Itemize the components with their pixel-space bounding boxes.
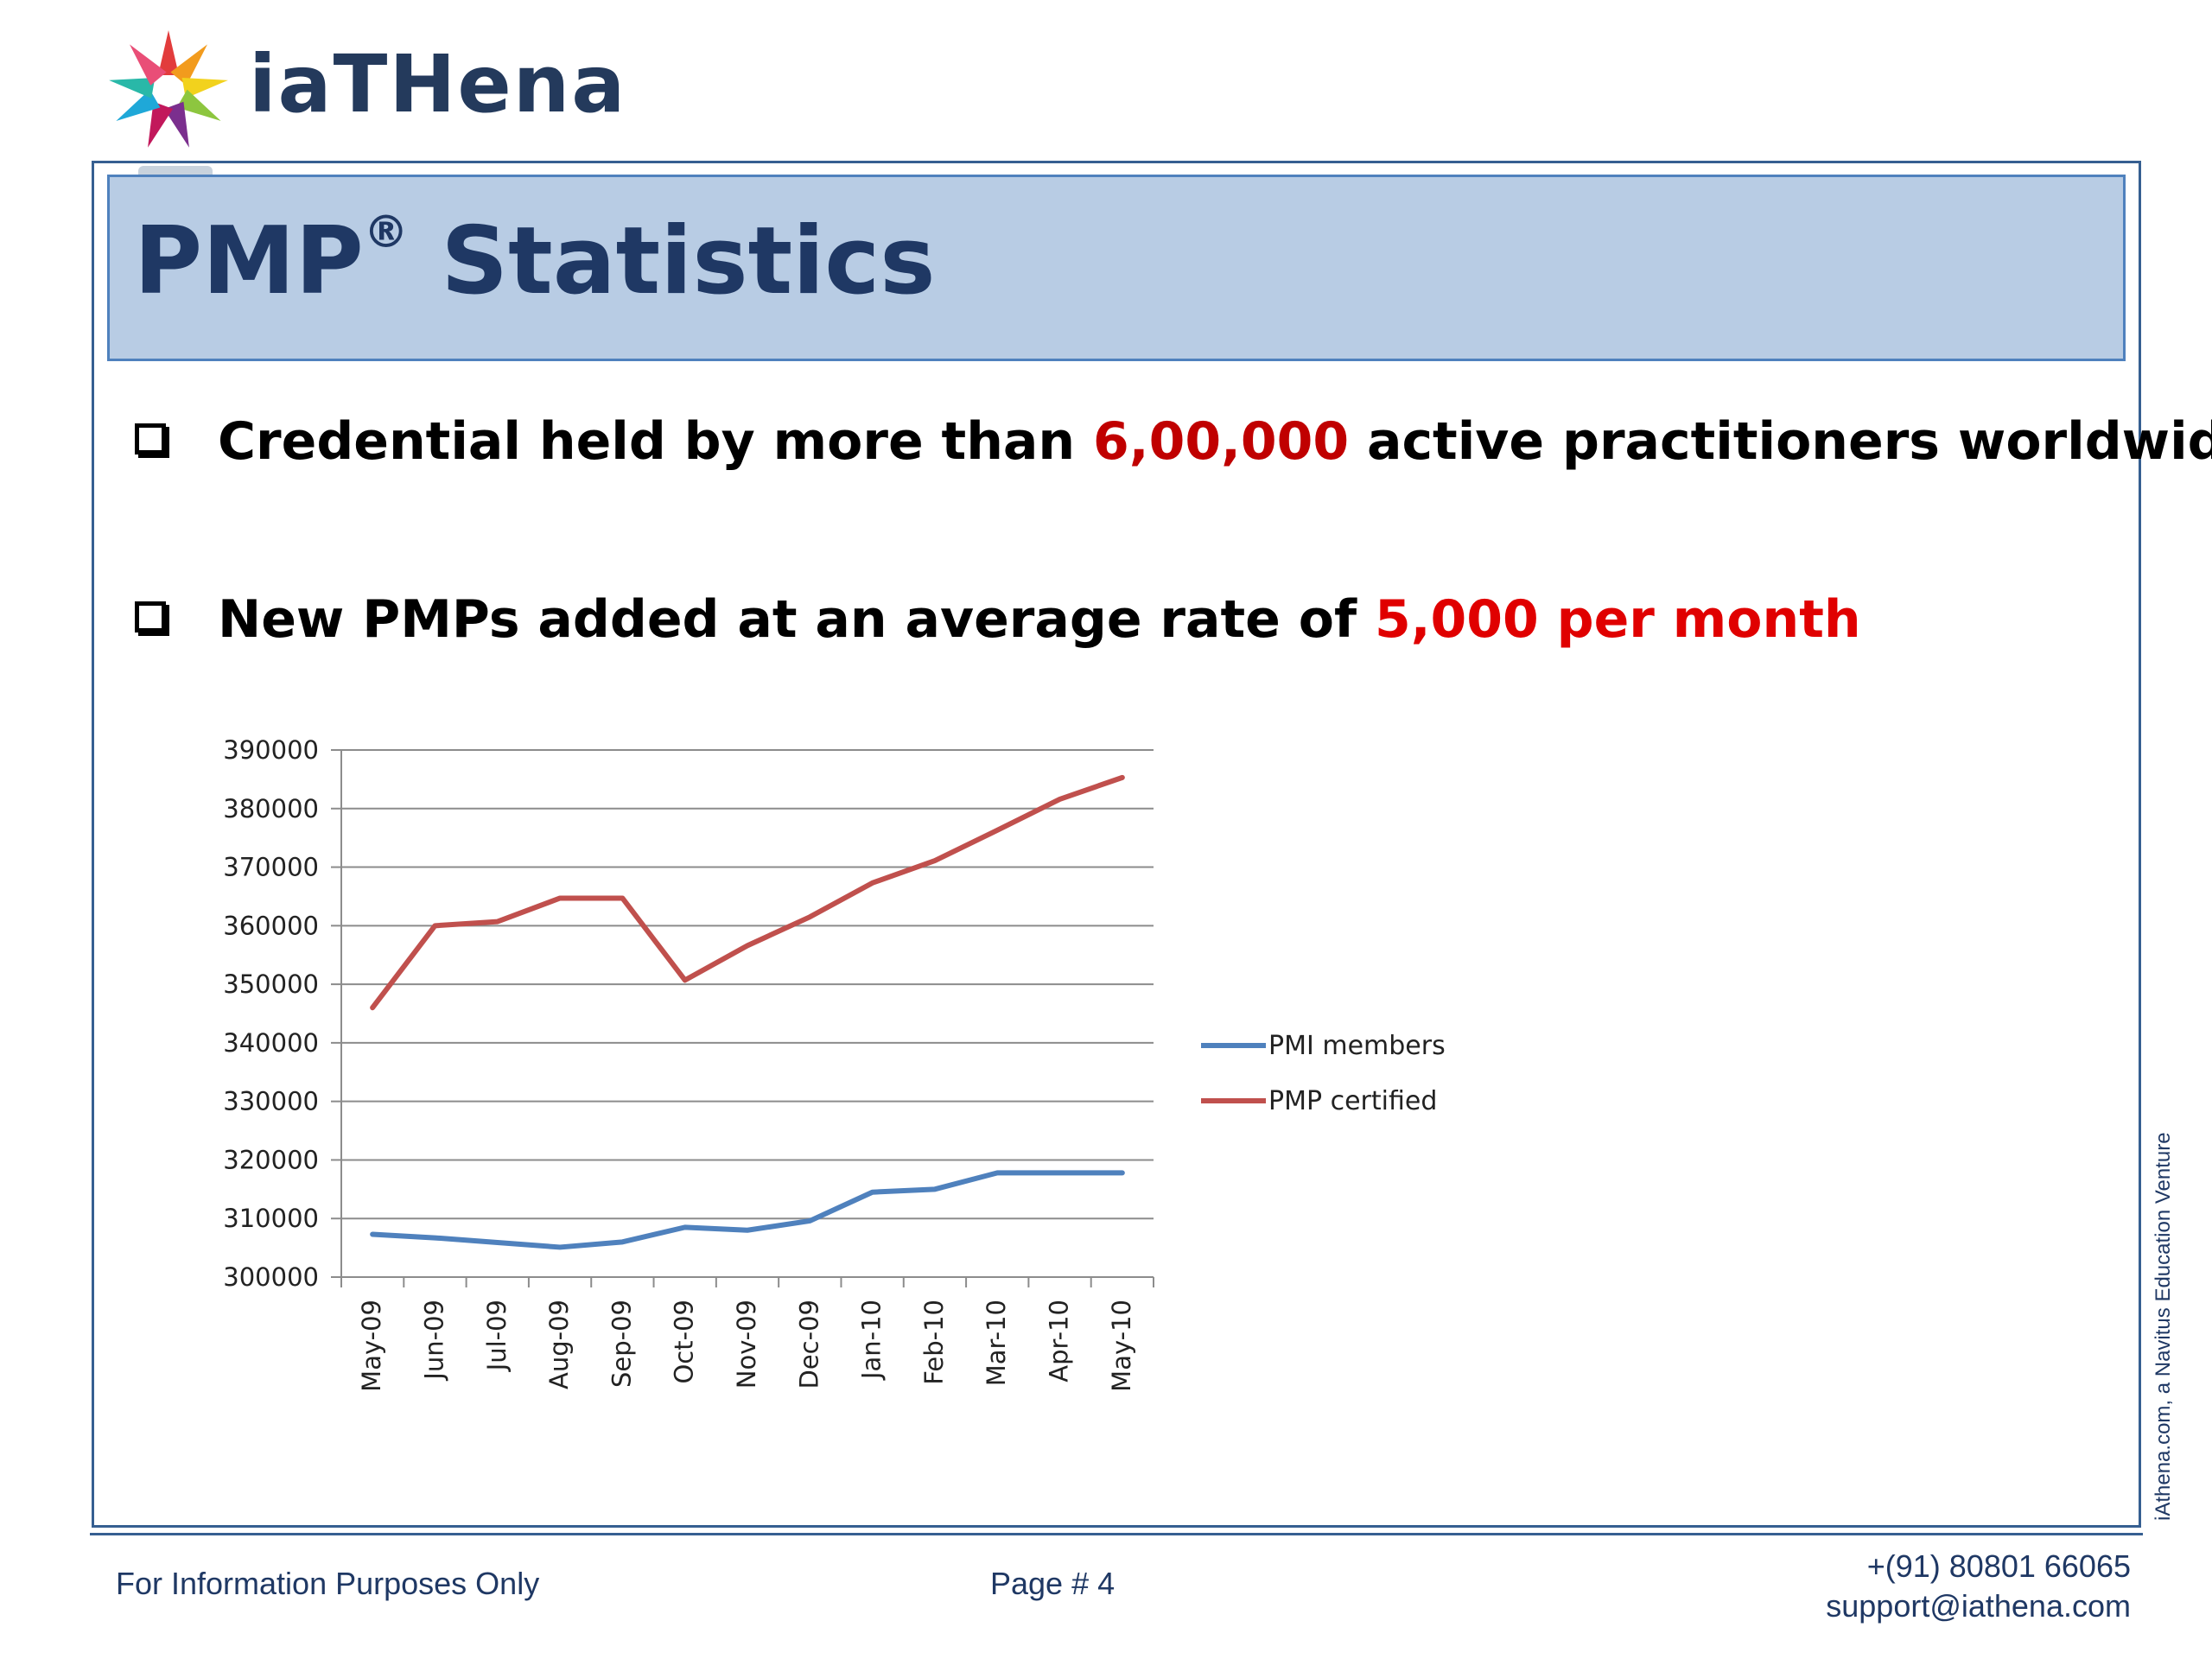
y-tick-label: 370000 xyxy=(223,853,319,882)
brand-logo: iaTHena xyxy=(104,22,625,161)
checkbox-bullet-icon xyxy=(135,423,166,455)
title-main: PMP xyxy=(134,207,364,315)
frame-tab-decoration xyxy=(138,166,213,176)
content-frame xyxy=(92,161,2141,1528)
footer-disclaimer: For Information Purposes Only xyxy=(116,1566,540,1601)
y-tick-label: 320000 xyxy=(223,1145,319,1174)
series-line xyxy=(370,1170,1125,1250)
y-tick-label: 390000 xyxy=(223,735,319,765)
x-tick-label: Mar-10 xyxy=(982,1300,1011,1386)
footer-contact: +(91) 80801 66065 support@iathena.com xyxy=(1826,1547,2131,1626)
x-tick-label: Sep-09 xyxy=(607,1300,636,1388)
bullet-item: Credential held by more than 6,00,000 ac… xyxy=(135,403,2212,480)
y-tick-label: 330000 xyxy=(223,1087,319,1116)
bullet-text: New PMPs added at an average rate of xyxy=(218,589,1375,650)
checkbox-bullet-icon xyxy=(135,601,166,633)
series-line xyxy=(370,774,1125,1011)
x-tick-label: Feb-10 xyxy=(919,1300,949,1385)
x-tick-label: Oct-09 xyxy=(670,1300,699,1384)
title-rest: Statistics xyxy=(408,207,936,315)
title-banner: PMP® Statistics xyxy=(107,175,2126,361)
x-tick-label: Jun-09 xyxy=(419,1300,448,1382)
legend-label: PMP certified xyxy=(1268,1086,1437,1116)
x-tick-label: Nov-09 xyxy=(732,1300,761,1389)
bullet-highlight: 5,000 per month xyxy=(1374,589,1861,650)
registered-mark: ® xyxy=(363,207,409,258)
y-tick-label: 350000 xyxy=(223,969,319,999)
y-tick-label: 360000 xyxy=(223,911,319,940)
page-title: PMP® Statistics xyxy=(134,210,936,308)
bullet-text-end: active practitioners worldwide xyxy=(1349,411,2212,472)
line-chart: 390000 380000 370000 360000 350000 340000 3300… xyxy=(223,735,1446,1392)
x-tick-label: Dec-09 xyxy=(794,1300,823,1389)
bullet-text: Credential held by more than xyxy=(218,411,1094,472)
contact-email: support@iathena.com xyxy=(1826,1588,2131,1624)
x-tick-label: Apr-10 xyxy=(1045,1300,1074,1382)
y-tick-label: 380000 xyxy=(223,794,319,823)
legend-label: PMI members xyxy=(1268,1031,1446,1061)
x-tick-label: Jan-10 xyxy=(857,1300,887,1381)
contact-phone: +(91) 80801 66065 xyxy=(1866,1548,2131,1584)
side-note: iAthena.com, a Navitus Education Venture xyxy=(2152,1132,2175,1521)
page-number: Page # 4 xyxy=(990,1566,1116,1601)
x-tick-label: Aug-09 xyxy=(544,1300,574,1389)
y-tick-label: 300000 xyxy=(223,1262,319,1292)
bullet-highlight: 6,00,000 xyxy=(1093,411,1350,472)
brand-logo-text: iaTHena xyxy=(249,38,627,130)
x-tick-label: May-10 xyxy=(1107,1300,1136,1392)
y-tick-label: 310000 xyxy=(223,1204,319,1233)
x-tick-label: May-09 xyxy=(357,1300,386,1392)
bullet-item: New PMPs added at an average rate of 5,0… xyxy=(135,581,1861,658)
starburst-logo-icon xyxy=(109,30,228,148)
footer-divider xyxy=(90,1533,2143,1535)
y-tick-label: 340000 xyxy=(223,1028,319,1058)
x-tick-label: Jul-09 xyxy=(482,1300,512,1372)
